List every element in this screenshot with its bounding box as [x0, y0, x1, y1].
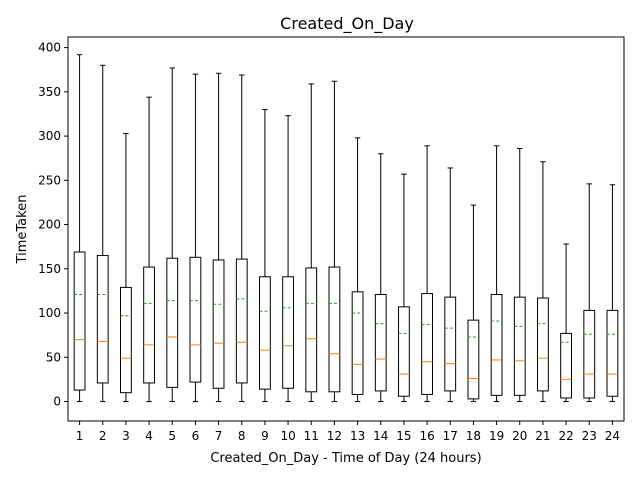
box-body: [513, 296, 526, 396]
chart-title: Created_On_Day: [280, 14, 414, 34]
box-body: [120, 286, 132, 394]
box-20: [513, 147, 526, 403]
box-22: [560, 243, 572, 403]
x-tick-label: 21: [535, 429, 550, 443]
y-axis-label: TimeTaken: [15, 195, 30, 265]
box-21: [537, 161, 549, 403]
x-tick-label: 4: [145, 429, 153, 443]
box-body: [351, 291, 364, 395]
x-tick-label: 8: [238, 429, 246, 443]
box-10: [282, 115, 294, 403]
box-24: [606, 184, 619, 403]
x-tick-label: 9: [261, 429, 269, 443]
box-14: [374, 153, 387, 403]
x-tick-label: 15: [396, 429, 411, 443]
y-tick-label: 300: [38, 129, 61, 143]
box-8: [235, 74, 248, 403]
box-body: [444, 296, 457, 392]
box-body: [606, 309, 619, 397]
x-tick-label: 14: [373, 429, 388, 443]
x-tick-label: 23: [582, 429, 597, 443]
box-body: [73, 251, 86, 391]
x-tick-label: 12: [327, 429, 342, 443]
y-tick-label: 250: [38, 173, 61, 187]
x-tick-label: 10: [280, 429, 295, 443]
box-18: [467, 204, 480, 403]
box-3: [120, 132, 132, 403]
x-tick-label: 3: [122, 429, 130, 443]
x-tick-label: 7: [215, 429, 223, 443]
plot-frame: [67, 36, 625, 422]
box-body: [305, 267, 318, 393]
box-11: [305, 83, 318, 403]
box-19: [490, 145, 503, 403]
y-tick-label: 0: [53, 395, 61, 409]
box-13: [351, 137, 364, 403]
box-body: [421, 293, 433, 395]
x-tick-label: 18: [466, 429, 481, 443]
box-body: [235, 258, 248, 384]
box-7: [212, 72, 225, 403]
box-body: [560, 332, 572, 399]
box-body: [143, 266, 155, 384]
box-body: [259, 276, 271, 390]
x-tick-label: 19: [489, 429, 504, 443]
y-axis-ticks: 0 50 100 150 200 250 300 350 400: [38, 41, 68, 409]
x-tick-label: 5: [168, 429, 176, 443]
x-tick-label: 24: [605, 429, 620, 443]
box-5: [166, 67, 179, 403]
box-body: [328, 266, 341, 393]
box-6: [189, 73, 202, 403]
y-tick-label: 200: [38, 218, 61, 232]
box-2: [96, 64, 109, 403]
box-body: [398, 306, 410, 397]
x-tick-label: 2: [99, 429, 107, 443]
x-tick-label: 22: [558, 429, 573, 443]
y-tick-label: 150: [38, 262, 61, 276]
x-tick-label: 6: [192, 429, 200, 443]
x-axis-label: Created_On_Day - Time of Day (24 hours): [210, 451, 481, 466]
y-tick-label: 350: [38, 85, 61, 99]
box-4: [143, 96, 155, 403]
y-tick-label: 50: [46, 350, 61, 364]
x-tick-label: 20: [512, 429, 527, 443]
box-body: [96, 255, 109, 384]
box-body: [537, 297, 549, 392]
y-tick-label: 100: [38, 306, 61, 320]
box-12: [328, 80, 341, 403]
box-series: [73, 54, 619, 403]
box-body: [467, 319, 480, 400]
box-17: [444, 167, 457, 403]
box-9: [259, 109, 271, 403]
box-15: [398, 173, 410, 403]
x-tick-label: 11: [304, 429, 319, 443]
box-body: [166, 257, 179, 388]
box-1: [73, 54, 86, 403]
box-body: [374, 293, 387, 392]
box-body: [212, 259, 225, 389]
box-16: [421, 145, 433, 403]
box-body: [282, 276, 294, 389]
x-tick-label: 16: [419, 429, 434, 443]
box-23: [583, 183, 596, 403]
x-tick-label: 13: [350, 429, 365, 443]
y-tick-label: 400: [38, 41, 61, 55]
x-tick-label: 1: [76, 429, 84, 443]
box-body: [583, 309, 596, 399]
box-body: [490, 293, 503, 396]
box-body: [189, 256, 202, 383]
x-axis-ticks: 1 2 3 4 5 6 7 8 9 10 11 12 13 14 15 16 17 18 19 20 21 22 23 24: [76, 421, 620, 443]
x-tick-label: 17: [443, 429, 458, 443]
